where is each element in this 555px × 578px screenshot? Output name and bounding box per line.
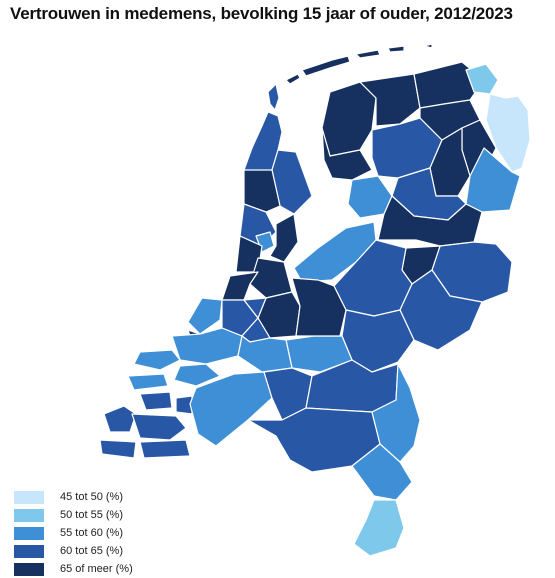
region-delfzijl[interactable] xyxy=(465,63,499,95)
region-zeeuws-vlaanderen-oost[interactable] xyxy=(139,439,191,459)
region-zuid-beveland[interactable] xyxy=(131,413,187,441)
region-terschelling[interactable] xyxy=(301,55,351,77)
legend-swatch xyxy=(14,508,44,522)
region-texel[interactable] xyxy=(267,83,280,111)
region-zuidoost-drenthe[interactable] xyxy=(465,147,521,213)
region-voorne-putten[interactable] xyxy=(133,349,181,371)
legend-item-60-65: 60 tot 65 (%) xyxy=(14,542,133,560)
region-schiermonnikoog[interactable] xyxy=(387,45,405,53)
region-schouwen[interactable] xyxy=(139,391,173,411)
region-drechtsteden[interactable] xyxy=(237,335,293,373)
region-noord-overijssel[interactable] xyxy=(377,195,483,247)
region-goeree[interactable] xyxy=(127,373,169,391)
legend-swatch xyxy=(14,526,44,540)
region-amsterdam[interactable] xyxy=(269,213,299,263)
region-walcheren[interactable] xyxy=(103,405,137,433)
region-rotterdam[interactable] xyxy=(171,327,243,365)
region-utrecht-oost[interactable] xyxy=(291,277,347,337)
region-zeeuws-vlaanderen-west[interactable] xyxy=(99,439,137,459)
region-ameland[interactable] xyxy=(355,49,381,59)
legend-swatch xyxy=(14,544,44,558)
region-den-haag[interactable] xyxy=(187,297,223,335)
region-midden-limburg[interactable] xyxy=(351,443,413,501)
region-vlieland[interactable] xyxy=(285,73,301,85)
region-leiden[interactable] xyxy=(221,271,259,301)
region-noordwest-friesland[interactable] xyxy=(321,81,377,157)
legend-label: 50 tot 55 (%) xyxy=(60,509,123,521)
region-zuid-limburg[interactable] xyxy=(353,499,405,557)
legend-swatch xyxy=(14,490,44,504)
legend-item-65-plus: 65 of meer (%) xyxy=(14,560,133,578)
region-oost-groningen[interactable] xyxy=(485,93,531,173)
legend-item-45-50: 45 tot 50 (%) xyxy=(14,488,133,506)
legend-label: 65 of meer (%) xyxy=(60,563,133,575)
region-haarlemmermeer[interactable] xyxy=(249,257,293,299)
region-hoeksche-waard[interactable] xyxy=(173,363,221,387)
legend-label: 60 tot 65 (%) xyxy=(60,545,123,557)
legend-item-50-55: 50 tot 55 (%) xyxy=(14,506,133,524)
legend-swatch xyxy=(14,562,44,576)
region-alkmaar[interactable] xyxy=(243,169,281,213)
legend-label: 55 tot 60 (%) xyxy=(60,527,123,539)
map-legend: 45 tot 50 (%) 50 tot 55 (%) 55 tot 60 (%… xyxy=(14,488,133,578)
region-zuidwest-friesland[interactable] xyxy=(321,127,373,181)
map-title: Vertrouwen in medemens, bevolking 15 jaa… xyxy=(10,4,513,23)
legend-label: 45 tot 50 (%) xyxy=(60,491,123,503)
region-rottumeroog[interactable] xyxy=(423,43,433,49)
region-tholen[interactable] xyxy=(175,395,193,415)
legend-item-55-60: 55 tot 60 (%) xyxy=(14,524,133,542)
